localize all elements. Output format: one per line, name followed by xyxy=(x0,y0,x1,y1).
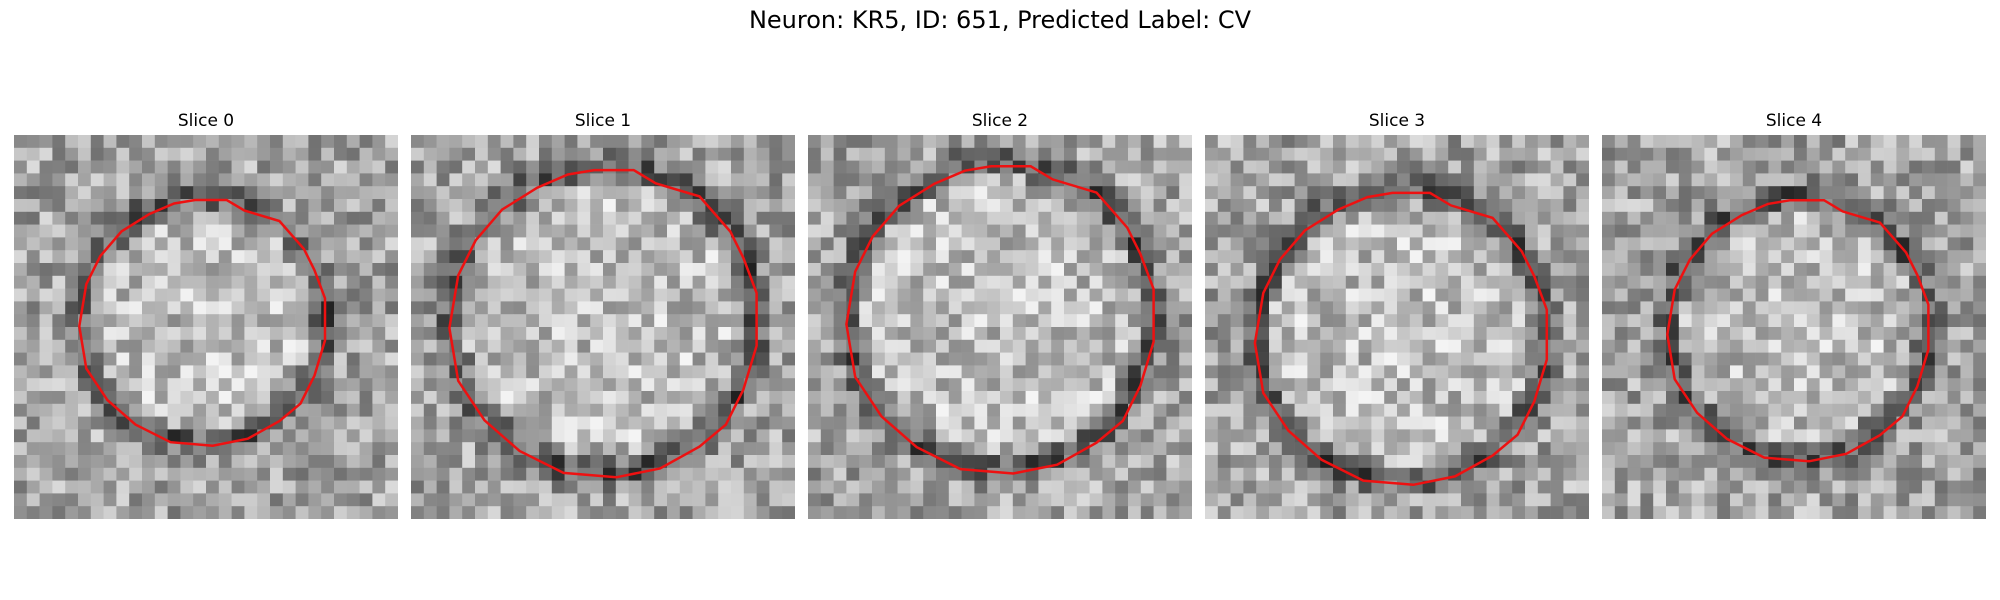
segmentation-outline xyxy=(845,165,1155,475)
segmentation-outline xyxy=(1666,198,1930,463)
segmentation-outline xyxy=(78,198,327,447)
slice-image xyxy=(411,135,795,519)
slice-title: Slice 0 xyxy=(177,111,235,131)
pixel-grid xyxy=(14,135,398,519)
segmentation-outline xyxy=(448,168,758,479)
pixel-grid xyxy=(1205,135,1589,519)
slice-image xyxy=(1205,135,1589,519)
slice-title: Slice 2 xyxy=(971,111,1029,131)
figure-title: Neuron: KR5, ID: 651, Predicted Label: C… xyxy=(748,6,1252,34)
slice-panel: Slice 1 xyxy=(411,108,795,519)
pixel-grid xyxy=(1602,135,1986,519)
slice-image xyxy=(1602,135,1986,519)
slice-title: Slice 1 xyxy=(574,111,632,131)
slice-image xyxy=(808,135,1192,519)
slice-title: Slice 4 xyxy=(1765,111,1823,131)
pixel-grid xyxy=(411,135,795,519)
slice-title: Slice 3 xyxy=(1368,111,1426,131)
pixel-grid xyxy=(808,135,1192,519)
slice-panel: Slice 2 xyxy=(808,108,1192,519)
slice-panel: Slice 4 xyxy=(1602,108,1986,519)
slice-panel: Slice 3 xyxy=(1205,108,1589,519)
segmentation-outline xyxy=(1253,191,1549,487)
slice-panel: Slice 0 xyxy=(14,108,398,519)
slice-image xyxy=(14,135,398,519)
